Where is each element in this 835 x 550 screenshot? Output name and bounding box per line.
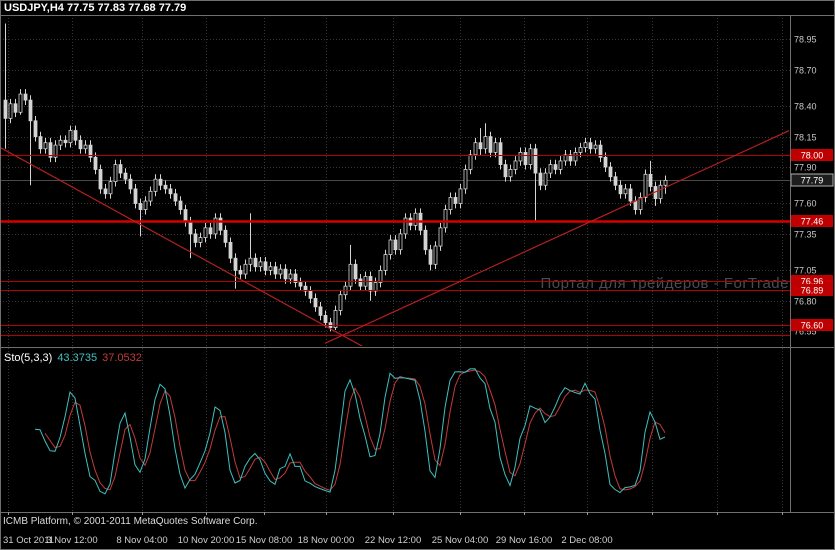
svg-text:22 Nov 12:00: 22 Nov 12:00 [365, 535, 422, 546]
svg-text:78.70: 78.70 [794, 66, 817, 76]
symbol-quote: USDJPY,H4 77.75 77.83 77.68 77.79 [4, 2, 187, 14]
svg-text:2 Dec 08:00: 2 Dec 08:00 [561, 535, 612, 546]
svg-text:77.79: 77.79 [801, 176, 824, 186]
svg-text:78.00: 78.00 [801, 151, 824, 161]
sto-signal-value: 37.0532 [102, 352, 142, 364]
svg-text:78.15: 78.15 [794, 133, 817, 143]
indicator-name: Sto(5,3,3) [4, 352, 53, 364]
copyright: ICMB Platform, © 2001-2011 MetaQuotes So… [3, 516, 258, 527]
grid-layer [0, 15, 790, 512]
svg-text:15 Nov 08:00: 15 Nov 08:00 [236, 535, 293, 546]
svg-text:78.95: 78.95 [794, 35, 817, 45]
svg-text:77.35: 77.35 [794, 230, 817, 240]
svg-text:76.80: 76.80 [794, 297, 817, 307]
watermark: Портал для трейдеров - ForTrade [540, 275, 789, 292]
sto-main-value: 43.3735 [57, 352, 98, 364]
svg-text:78.40: 78.40 [794, 102, 817, 112]
svg-text:77.05: 77.05 [794, 266, 817, 276]
time-axis[interactable] [0, 531, 790, 550]
svg-text:25 Nov 04:00: 25 Nov 04:00 [432, 535, 489, 546]
svg-text:76.60: 76.60 [801, 321, 824, 331]
svg-text:18 Nov 00:00: 18 Nov 00:00 [298, 535, 355, 546]
candles-layer [3, 23, 668, 332]
svg-text:76.55: 76.55 [794, 327, 817, 337]
svg-text:77.60: 77.60 [794, 199, 817, 209]
indicator-label: Sto(5,3,3) 43.3735 37.0532 [4, 352, 147, 364]
stochastic-layer [34, 368, 666, 495]
svg-text:77.46: 77.46 [801, 217, 824, 227]
svg-text:77.90: 77.90 [794, 163, 817, 173]
svg-text:31 Oct 2011: 31 Oct 2011 [3, 535, 54, 546]
levels-layer [0, 155, 790, 336]
svg-text:29 Nov 16:00: 29 Nov 16:00 [496, 535, 553, 546]
trendlines-layer [1, 130, 789, 346]
svg-text:76.89: 76.89 [801, 286, 824, 296]
svg-text:76.96: 76.96 [801, 277, 824, 287]
svg-text:8 Nov 04:00: 8 Nov 04:00 [116, 535, 167, 546]
svg-text:3 Nov 12:00: 3 Nov 12:00 [46, 535, 97, 546]
svg-text:10 Nov 20:00: 10 Nov 20:00 [178, 535, 235, 546]
price-axis[interactable] [790, 15, 835, 512]
